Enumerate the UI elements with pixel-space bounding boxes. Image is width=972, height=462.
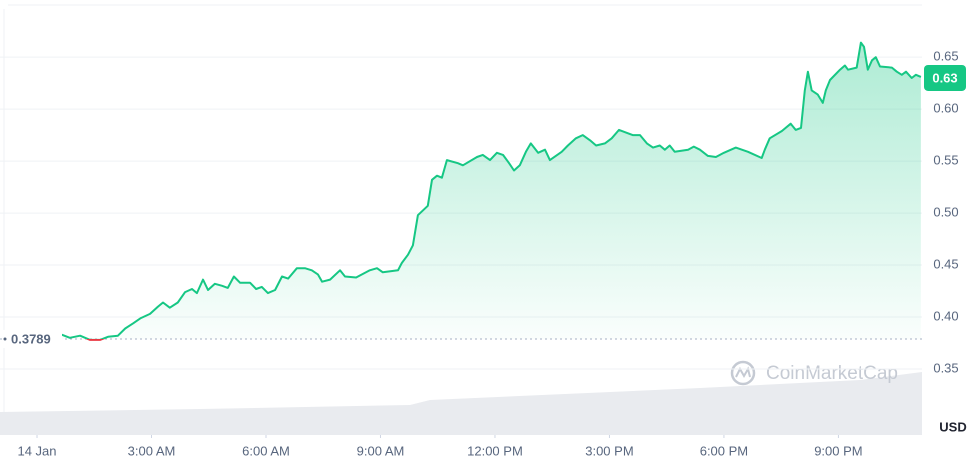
y-tick-label: 0.45 [933,256,958,271]
y-tick-label: 0.65 [933,49,958,64]
current-price-badge [924,64,966,91]
y-tick-label: 0.35 [933,360,958,375]
watermark-logo-mark [735,366,751,379]
plot [0,41,922,341]
watermark: CoinMarketCap [766,363,898,384]
x-tick-label: 6:00 PM [700,443,748,458]
labels: 0.35 0.40 0.45 0.50 0.55 0.60 0.65 14 Jan 3:00 A… [2,49,966,458]
x-tick-label: 12:00 PM [467,443,523,458]
x-tick-label: 3:00 PM [585,443,633,458]
current-price-label: 0.63 [932,70,957,85]
baseline-label-bg [2,329,62,348]
x-tick-label: 9:00 PM [814,443,862,458]
y-tick-label: 0.50 [933,205,958,220]
y-tick-label: 0.40 [933,308,958,323]
x-tick-label: 14 Jan [17,443,56,458]
watermark-logo [730,360,756,386]
frame [3,4,922,435]
x-tick-label: 6:00 AM [242,443,290,458]
area [61,42,921,339]
baseline-label: 0.3789 [11,331,51,346]
volume-backdrop [0,372,922,435]
price-line [61,41,922,339]
x-tick-label: 9:00 AM [357,443,405,458]
baseline-dot [3,337,7,341]
y-tick-label: 0.55 [933,153,958,168]
x-tick-label: 3:00 AM [128,443,176,458]
unit-label: USD [939,419,966,434]
y-tick-label: 0.60 [933,101,958,116]
